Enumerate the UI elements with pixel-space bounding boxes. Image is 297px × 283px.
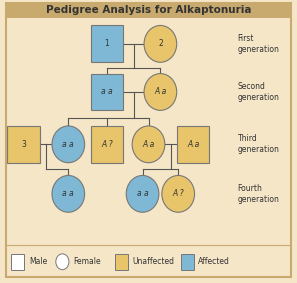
Text: Fourth
generation: Fourth generation (238, 184, 279, 204)
Ellipse shape (162, 175, 195, 212)
Ellipse shape (52, 175, 85, 212)
Text: A ?: A ? (172, 189, 184, 198)
Text: Male: Male (29, 257, 47, 266)
FancyBboxPatch shape (11, 254, 24, 270)
Text: a a: a a (62, 189, 74, 198)
Text: A a: A a (142, 140, 155, 149)
FancyBboxPatch shape (7, 126, 40, 163)
Text: A a: A a (187, 140, 199, 149)
Ellipse shape (132, 126, 165, 163)
Text: Unaffected: Unaffected (133, 257, 175, 266)
Text: a a: a a (137, 189, 148, 198)
Text: Pedigree Analysis for Alkaptonuria: Pedigree Analysis for Alkaptonuria (46, 5, 251, 16)
Ellipse shape (126, 175, 159, 212)
Text: A ?: A ? (101, 140, 113, 149)
Ellipse shape (56, 254, 69, 270)
FancyBboxPatch shape (181, 254, 194, 270)
FancyBboxPatch shape (177, 126, 209, 163)
Text: Affected: Affected (198, 257, 230, 266)
Text: 3: 3 (21, 140, 26, 149)
Text: First
generation: First generation (238, 34, 279, 54)
FancyBboxPatch shape (115, 254, 128, 270)
Text: a a: a a (62, 140, 74, 149)
Text: a a: a a (101, 87, 113, 97)
Ellipse shape (52, 126, 85, 163)
Text: 2: 2 (158, 39, 163, 48)
Text: Female: Female (73, 257, 101, 266)
FancyBboxPatch shape (6, 3, 291, 18)
FancyBboxPatch shape (91, 25, 123, 62)
Text: Third
generation: Third generation (238, 134, 279, 155)
Ellipse shape (144, 25, 177, 62)
Text: A a: A a (154, 87, 167, 97)
Ellipse shape (144, 74, 177, 110)
FancyBboxPatch shape (91, 74, 123, 110)
FancyBboxPatch shape (91, 126, 123, 163)
Text: Second
generation: Second generation (238, 82, 279, 102)
Text: 1: 1 (105, 39, 109, 48)
